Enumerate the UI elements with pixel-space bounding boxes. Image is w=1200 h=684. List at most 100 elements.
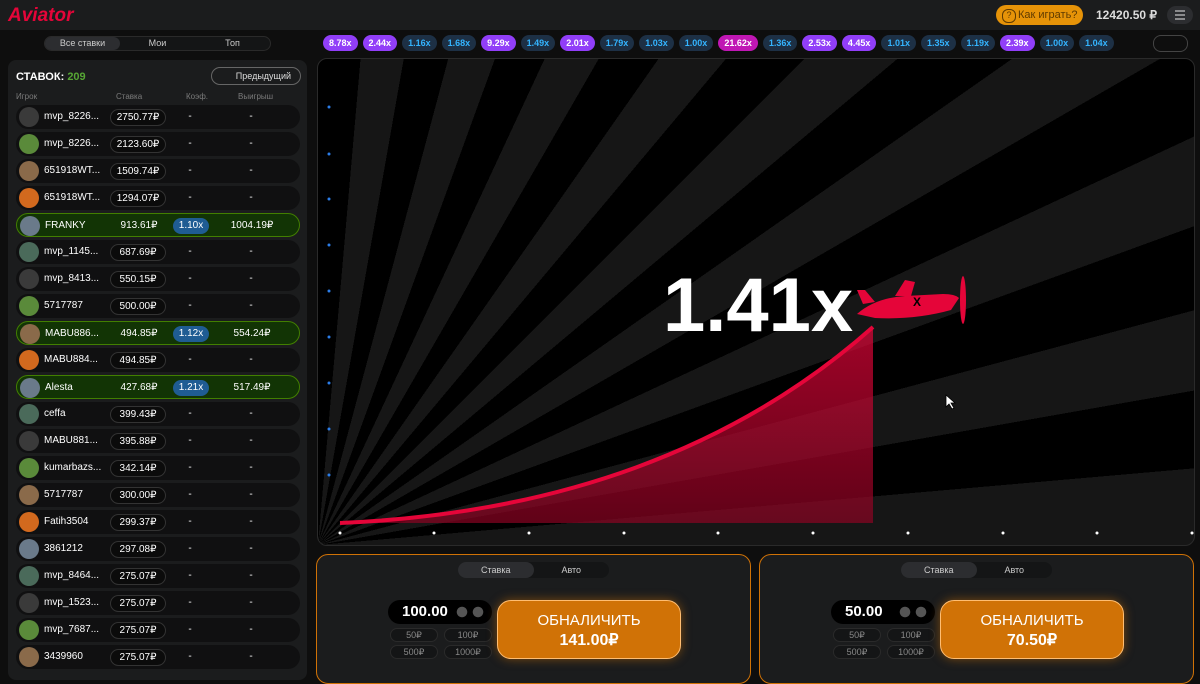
bet-row: kumarbazs... 342.14₽ - - <box>16 456 300 480</box>
curve-area <box>340 327 873 523</box>
y-dots <box>327 105 331 477</box>
panel-tab[interactable]: Ставка <box>458 562 534 578</box>
quick-amount[interactable]: 100₽ <box>887 628 935 642</box>
bet-amount: 494.85₽ <box>110 351 166 369</box>
player-name: mvp_1145... <box>44 246 99 257</box>
panel-tab[interactable]: Авто <box>1004 565 1025 575</box>
player-name: Fatih3504 <box>44 516 89 527</box>
avatar <box>19 134 39 154</box>
bet-amount: 1509.74₽ <box>110 162 166 180</box>
win-amount: - <box>249 462 253 473</box>
game-area: X <box>317 58 1195 546</box>
history-multiplier[interactable]: 4.45x <box>841 35 877 51</box>
player-name: 651918WT... <box>44 192 101 203</box>
tab[interactable]: Топ <box>225 38 240 48</box>
history-multiplier[interactable]: 8.78x <box>323 35 358 51</box>
history-multiplier[interactable]: 2.53x <box>802 35 837 51</box>
cashout-label: ОБНАЛИЧИТЬ <box>980 612 1084 629</box>
quick-amount[interactable]: 1000₽ <box>444 645 492 659</box>
avatar <box>19 242 39 262</box>
menu-button[interactable] <box>1167 6 1193 24</box>
previous-button[interactable]: Предыдущий <box>211 67 301 85</box>
history-multiplier[interactable]: 2.44x <box>362 35 398 51</box>
panel-tab[interactable]: Авто <box>561 565 582 575</box>
cashout-button[interactable]: ОБНАЛИЧИТЬ 70.50₽ <box>940 600 1124 659</box>
win-amount: - <box>249 300 253 311</box>
history-multiplier[interactable]: 2.01x <box>560 35 595 51</box>
history-multiplier[interactable]: 1.79x <box>599 35 635 51</box>
history-multiplier[interactable]: 9.29x <box>481 35 516 51</box>
count: 209 <box>67 71 86 83</box>
coefficient: - <box>188 273 192 284</box>
tab[interactable]: Мои <box>148 38 167 48</box>
coefficient: 1.21x <box>173 380 209 396</box>
coefficient: - <box>188 651 192 662</box>
history-multiplier[interactable]: 1.68x <box>441 35 477 51</box>
panel-tabs: Ставка Авто <box>458 562 609 578</box>
history-multiplier[interactable]: 1.16x <box>402 35 437 51</box>
logo[interactable]: Aviator <box>8 5 74 26</box>
count-label: СТАВОК: <box>16 71 65 83</box>
history-multiplier[interactable]: 2.39x <box>1000 35 1035 51</box>
bet-amount-input[interactable]: 50.00 <box>831 600 935 624</box>
cashout-button[interactable]: ОБНАЛИЧИТЬ 141.00₽ <box>497 600 681 659</box>
plane: X <box>857 276 966 324</box>
avatar <box>19 431 39 451</box>
history-multiplier[interactable]: 1.04x <box>1079 35 1114 51</box>
quick-amount[interactable]: 500₽ <box>833 645 881 659</box>
avatar <box>20 324 40 344</box>
coefficient: - <box>188 354 192 365</box>
quick-amount[interactable]: 50₽ <box>390 628 438 642</box>
quick-amount[interactable]: 50₽ <box>833 628 881 642</box>
tab[interactable]: Все ставки <box>45 37 120 50</box>
bet-amount: 500.00₽ <box>110 297 166 315</box>
coefficient: - <box>188 624 192 635</box>
player-name: 3861212 <box>44 543 83 554</box>
win-amount: - <box>249 111 253 122</box>
bet-amount-input[interactable]: 100.00 <box>388 600 492 624</box>
quick-amount[interactable]: 100₽ <box>444 628 492 642</box>
history-multiplier[interactable]: 1.01x <box>881 35 916 51</box>
avatar <box>19 269 39 289</box>
bet-amount: 913.61₽ <box>120 219 158 231</box>
history-multiplier[interactable]: 1.35x <box>920 35 956 51</box>
quick-amount[interactable]: 500₽ <box>390 645 438 659</box>
bet-row: 651918WT... 1509.74₽ - - <box>16 159 300 183</box>
coefficient: - <box>188 543 192 554</box>
player-name: Alesta <box>45 382 73 393</box>
coefficient: 1.12x <box>173 326 209 342</box>
bet-row: mvp_1145... 687.69₽ - - <box>16 240 300 264</box>
win-amount: - <box>249 516 253 527</box>
history-multiplier[interactable]: 1.03x <box>639 35 674 51</box>
bet-row: Alesta 427.68₽ 1.21x 517.49₽ <box>16 375 300 399</box>
cashout-amount: 141.00₽ <box>559 632 619 649</box>
how-to-play[interactable]: Как играть? <box>996 5 1083 25</box>
win-amount: 517.49₽ <box>233 382 271 393</box>
bet-row: 3439960 275.07₽ - - <box>16 645 300 669</box>
player-name: kumarbazs... <box>44 462 102 473</box>
history-button[interactable] <box>1153 35 1188 52</box>
bet-row: MABU881... 395.88₽ - - <box>16 429 300 453</box>
quick-amount[interactable]: 1000₽ <box>887 645 935 659</box>
history-multiplier[interactable]: 21.62x <box>718 35 758 51</box>
history-multiplier[interactable]: 1.49x <box>520 35 556 51</box>
player-name: FRANKY <box>45 220 86 231</box>
bets-count: СТАВОК: 209 <box>16 71 86 83</box>
history-multiplier[interactable]: 1.36x <box>762 35 798 51</box>
history-multiplier[interactable]: 1.19x <box>960 35 996 51</box>
bet-tabs: Все ставки Мои Топ <box>44 36 271 51</box>
win-amount: - <box>249 435 253 446</box>
panel-tab[interactable]: Ставка <box>901 562 977 578</box>
coefficient: - <box>188 408 192 419</box>
win-amount: - <box>249 543 253 554</box>
bet-amount: 395.88₽ <box>110 432 166 450</box>
bet-amount: 399.43₽ <box>110 405 166 423</box>
history-multiplier[interactable]: 1.00x <box>1039 35 1075 51</box>
x-dots <box>338 531 1194 535</box>
panel-tabs: Ставка Авто <box>901 562 1052 578</box>
bet-amount: 275.07₽ <box>110 621 166 639</box>
coefficient: - <box>188 138 192 149</box>
history-multiplier[interactable]: 1.00x <box>678 35 714 51</box>
bet-amount: 2750.77₽ <box>110 108 166 126</box>
